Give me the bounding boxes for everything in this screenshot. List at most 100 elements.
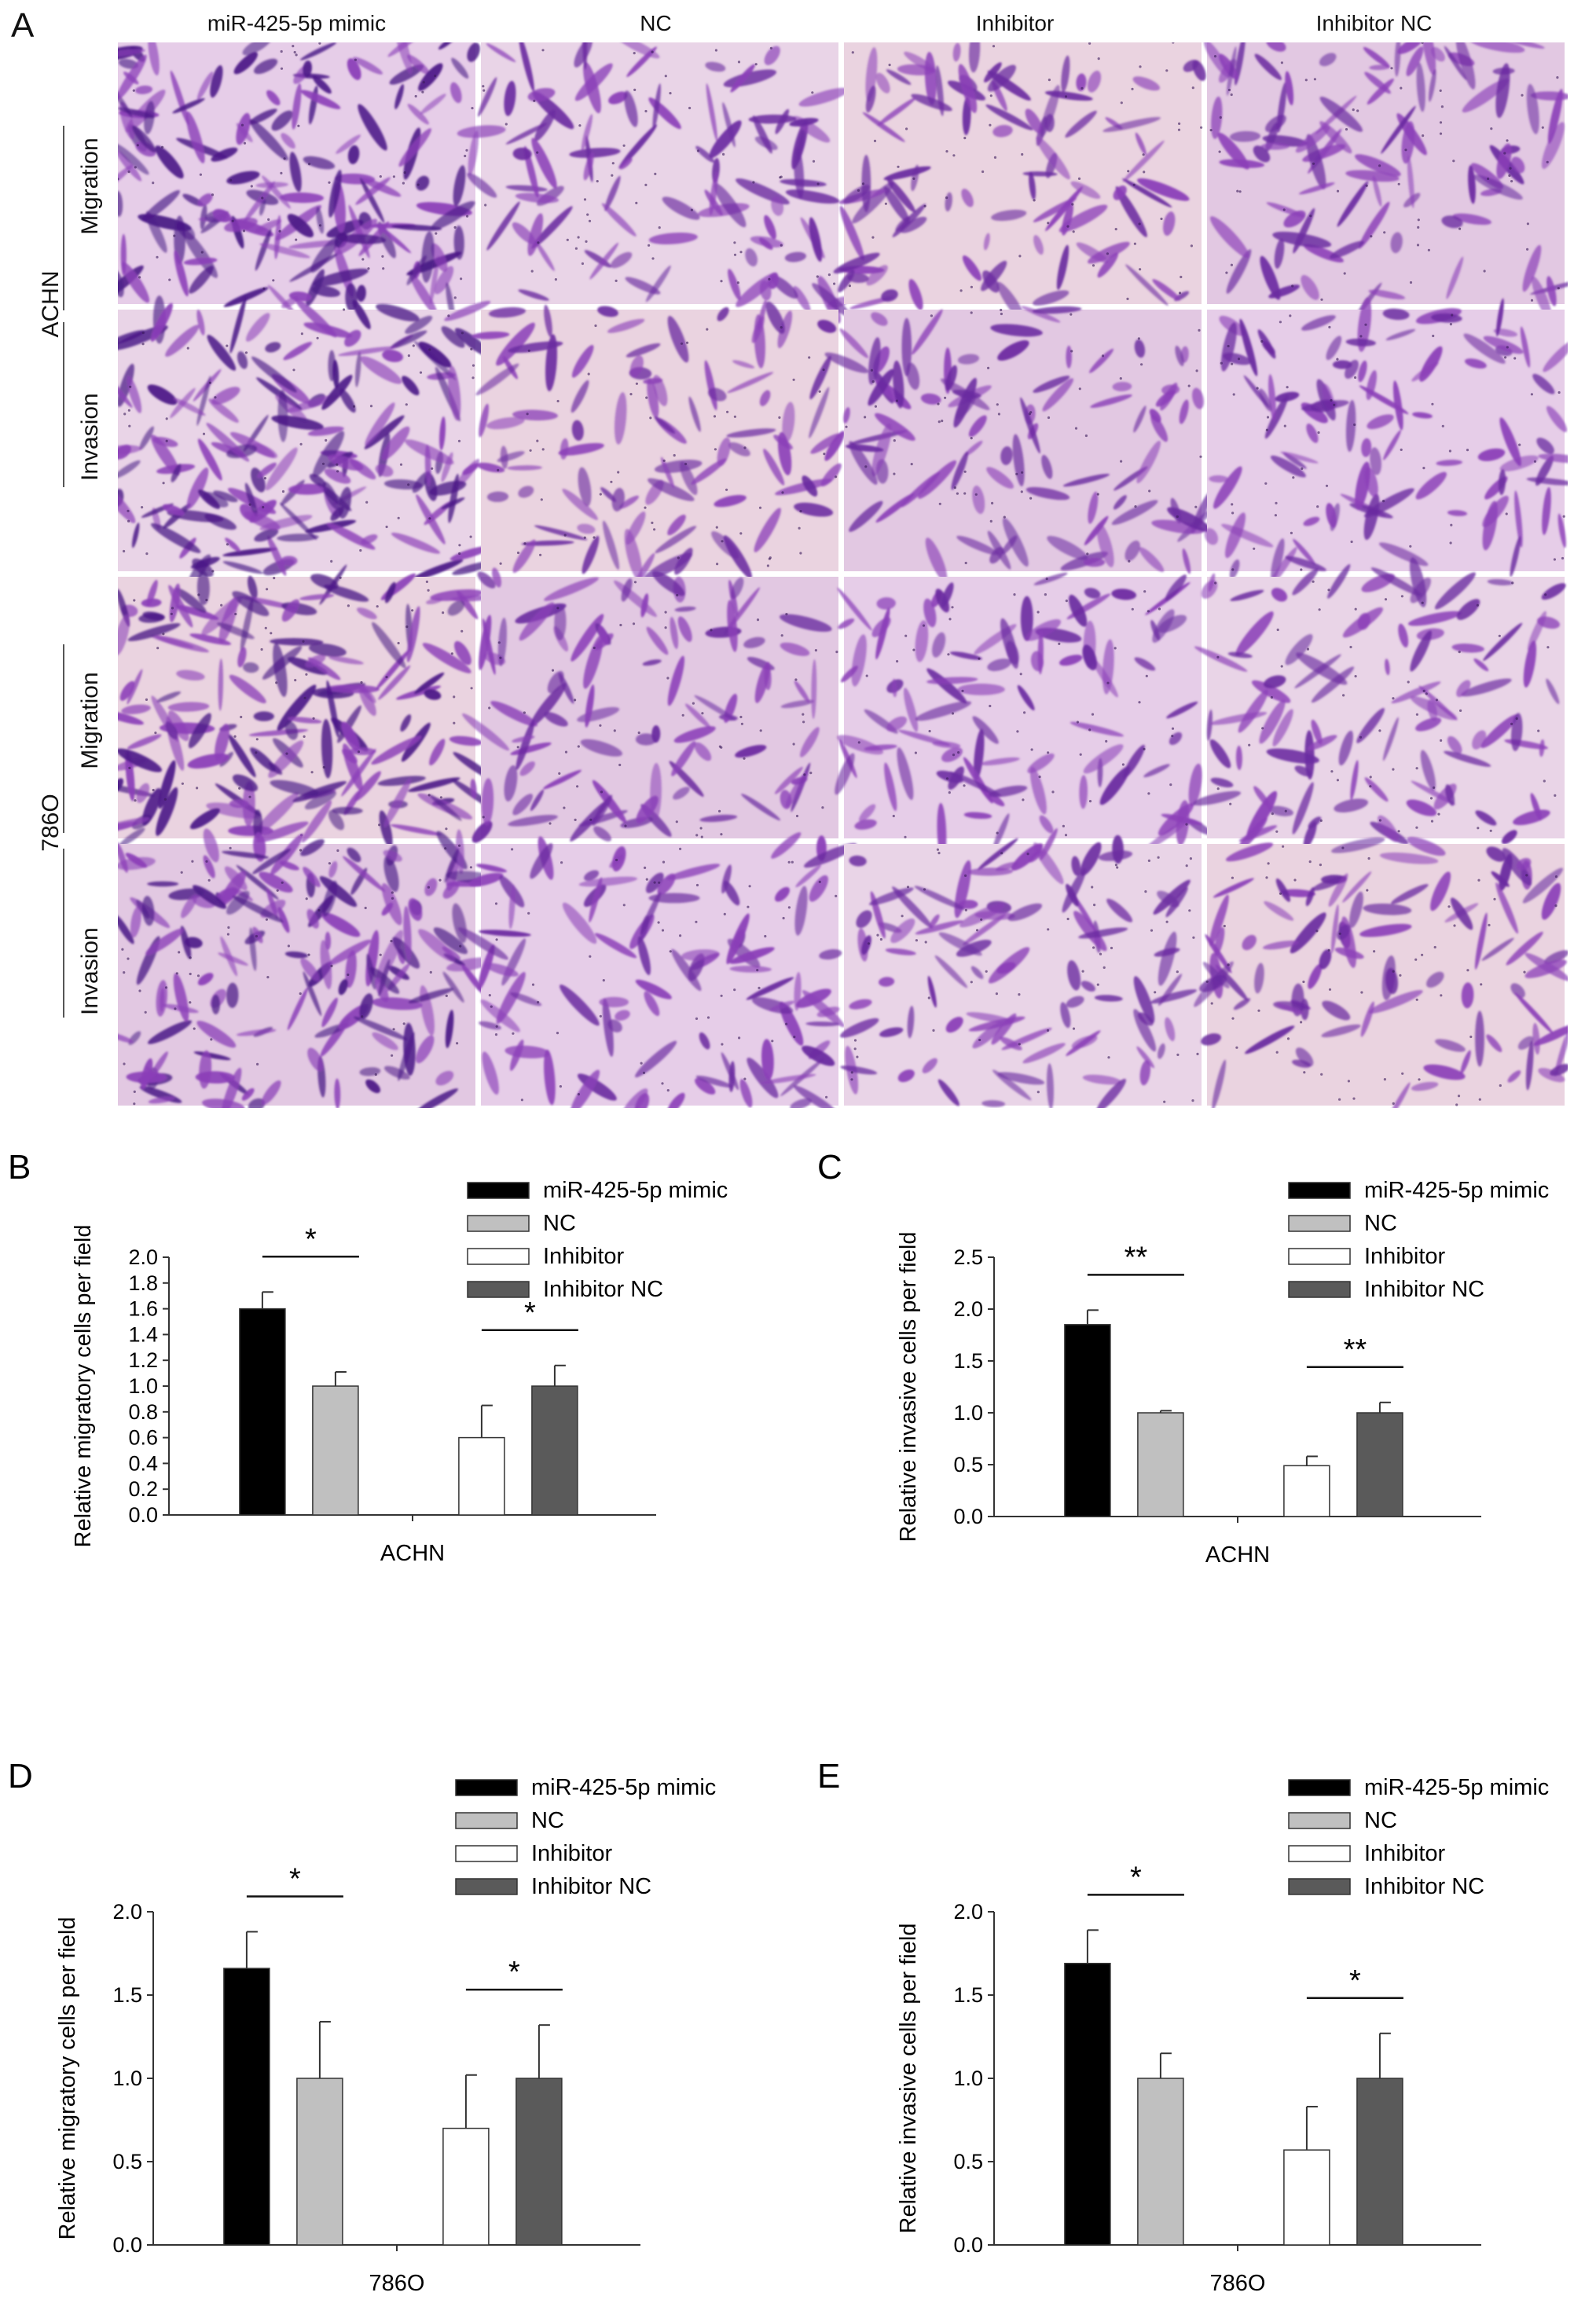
y-tick-label: 2.5 xyxy=(953,1245,983,1269)
y-tick-label: 0.2 xyxy=(128,1477,158,1501)
y-tick-label: 1.5 xyxy=(112,1983,142,2007)
y-tick-label: 0.0 xyxy=(953,1505,983,1528)
y-tick-label: 1.0 xyxy=(128,1374,158,1398)
legend-label-nc: NC xyxy=(1364,1211,1397,1236)
y-tick-label: 2.0 xyxy=(953,1297,983,1321)
column-header-inhibitor: Inhibitor xyxy=(975,11,1055,35)
y-tick-label: 0.5 xyxy=(953,2150,983,2173)
panel-b-letter: B xyxy=(8,1148,31,1187)
786o-migration-bracket xyxy=(63,644,64,833)
y-tick-label: 0.5 xyxy=(953,1453,983,1476)
legend-swatch-mimic xyxy=(1288,1182,1351,1199)
y-tick-label: 1.8 xyxy=(128,1271,158,1295)
column-header-nc: NC xyxy=(640,11,672,35)
legend-swatch-nc xyxy=(1288,1215,1351,1232)
micrograph-786o-invasion-nc xyxy=(457,832,857,1108)
bar-inhibitor xyxy=(1283,1465,1330,1517)
micrograph-achn-migration-mimic xyxy=(118,42,480,325)
y-tick-label: 1.5 xyxy=(953,1349,983,1373)
x-axis-label: ACHN xyxy=(1205,1542,1270,1568)
bar-mimic xyxy=(1064,1324,1111,1517)
micrograph-achn-migration-inhibitor-nc xyxy=(1203,42,1568,321)
micrograph-786o-migration-inhibitor-nc xyxy=(1192,557,1566,853)
micrograph-786o-migration-nc xyxy=(462,567,838,843)
x-axis-label: 786O xyxy=(1210,2271,1266,2296)
column-header-inhibitor-nc: Inhibitor NC xyxy=(1315,11,1433,35)
legend-label-mimic: miR-425-5p mimic xyxy=(531,1775,716,1800)
legend-swatch-nc xyxy=(467,1215,530,1232)
legend-label-inhibitor-nc: Inhibitor NC xyxy=(1364,1277,1484,1302)
micrograph-grid xyxy=(118,42,1568,1108)
legend-swatch-inhibitor xyxy=(1288,1248,1351,1265)
legend-label-inhibitor: Inhibitor xyxy=(1364,1244,1446,1269)
row-label-786o-migration: Migration xyxy=(77,672,103,769)
y-tick-label: 1.4 xyxy=(128,1322,158,1346)
micrograph-achn-migration-inhibitor xyxy=(833,42,1206,323)
micrograph-786o-invasion-inhibitor xyxy=(839,828,1202,1108)
y-tick-label: 0.5 xyxy=(112,2150,142,2173)
y-axis-label: Relative migratory cells per field xyxy=(55,1917,80,2240)
y-tick-label: 1.0 xyxy=(953,1401,983,1425)
legend-swatch-inhibitor xyxy=(1288,1845,1351,1862)
cell-line-label-achn: ACHN xyxy=(38,270,64,338)
micrograph-achn-invasion-inhibitor-nc xyxy=(1204,297,1568,589)
y-tick-label: 0.0 xyxy=(953,2233,983,2257)
significance-marker: ** xyxy=(1344,1333,1367,1366)
panel-e-letter: E xyxy=(817,1757,840,1795)
legend-swatch-inhibitor-nc xyxy=(467,1281,530,1298)
row-label-achn-migration: Migration xyxy=(77,138,103,235)
legend-swatch-nc xyxy=(455,1812,518,1829)
cell-line-label-786o: 786O xyxy=(38,794,64,852)
bar-nc xyxy=(1137,2078,1184,2246)
bar-inhibitor xyxy=(442,2127,490,2246)
bar-nc xyxy=(296,2078,343,2246)
micrograph-786o-migration-mimic xyxy=(118,564,496,849)
micrograph-786o-invasion-mimic xyxy=(118,828,497,1108)
significance-marker: * xyxy=(305,1223,317,1256)
significance-marker: * xyxy=(508,1956,520,1989)
y-axis-label: Relative migratory cells per field xyxy=(71,1225,96,1548)
bar-mimic xyxy=(1064,1962,1111,2246)
legend-label-mimic: miR-425-5p mimic xyxy=(1364,1178,1549,1203)
786o-invasion-bracket xyxy=(63,849,64,1018)
bar-nc xyxy=(1137,1412,1184,1517)
bar-mimic xyxy=(239,1308,286,1516)
significance-marker: * xyxy=(524,1297,536,1330)
legend-label-inhibitor: Inhibitor xyxy=(543,1244,625,1269)
significance-marker: * xyxy=(1130,1861,1142,1894)
panel-a-letter: A xyxy=(11,6,35,45)
y-tick-label: 0.4 xyxy=(128,1451,158,1475)
legend-label-nc: NC xyxy=(1364,1808,1397,1833)
x-axis-label: ACHN xyxy=(380,1541,445,1566)
y-tick-label: 0.0 xyxy=(128,1503,158,1527)
y-tick-label: 1.2 xyxy=(128,1348,158,1372)
y-tick-label: 0.0 xyxy=(112,2233,142,2257)
legend-label-nc: NC xyxy=(531,1808,564,1833)
micrograph-786o-migration-inhibitor xyxy=(835,572,1212,861)
y-tick-label: 2.0 xyxy=(112,1900,142,1924)
y-axis-label: Relative invasive cells per field xyxy=(896,1232,921,1542)
micrograph-achn-migration-nc xyxy=(457,42,851,324)
significance-marker: ** xyxy=(1125,1241,1148,1274)
micrograph-786o-invasion-inhibitor-nc xyxy=(1194,837,1568,1108)
y-tick-label: 1.0 xyxy=(953,2067,983,2090)
legend-swatch-inhibitor-nc xyxy=(455,1878,518,1895)
y-tick-label: 2.0 xyxy=(953,1900,983,1924)
y-axis-label: Relative invasive cells per field xyxy=(896,1924,921,2234)
bar-nc xyxy=(312,1385,359,1516)
bar-mimic xyxy=(223,1968,270,2246)
micrograph-achn-invasion-mimic xyxy=(118,295,493,585)
bar-inhibitor xyxy=(1283,2149,1330,2246)
legend-swatch-mimic xyxy=(455,1779,518,1796)
legend-label-inhibitor-nc: Inhibitor NC xyxy=(543,1277,663,1302)
bar-inhibitor xyxy=(458,1436,505,1516)
legend-swatch-mimic xyxy=(467,1182,530,1199)
y-tick-label: 1.5 xyxy=(953,1983,983,2007)
legend-swatch-inhibitor xyxy=(467,1248,530,1265)
row-label-786o-invasion: Invasion xyxy=(77,927,103,1015)
y-tick-label: 1.6 xyxy=(128,1297,158,1321)
